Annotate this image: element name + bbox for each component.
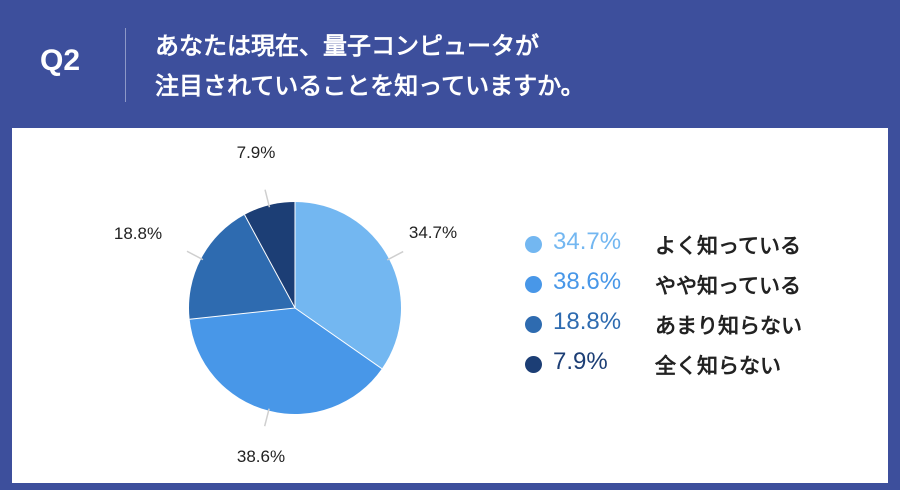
pie-slice-1 — [295, 202, 401, 369]
legend-swatch — [525, 276, 542, 293]
leader-line-2 — [263, 408, 270, 427]
legend-item-2: 38.6% やや知っている — [525, 267, 855, 307]
legend-label: やや知っている — [655, 274, 801, 298]
legend-swatch — [525, 236, 542, 253]
legend-item-3: 18.8% あまり知らない — [525, 307, 855, 347]
header-divider — [125, 28, 126, 102]
pie-slice-3 — [189, 214, 295, 320]
legend-value: 18.8% — [553, 308, 622, 335]
leader-line-1 — [386, 250, 404, 261]
legend-value: 34.7% — [553, 228, 622, 255]
data-label-4: 7.9% — [237, 143, 276, 162]
legend-item-1: 34.7% よく知っている — [525, 227, 855, 267]
legend-value: 7.9% — [553, 348, 608, 375]
pie-slice-2 — [189, 308, 382, 414]
leader-line-4 — [264, 189, 271, 208]
question-text: あなたは現在、量子コンピュータが 注目されていることを知っていますか。 — [155, 26, 855, 106]
legend-label: よく知っている — [655, 234, 801, 258]
data-label-3: 18.8% — [114, 224, 162, 243]
slice-separator-3 — [189, 307, 296, 320]
slice-separator-2 — [294, 307, 383, 370]
legend-value: 38.6% — [553, 268, 622, 295]
data-label-1: 34.7% — [409, 223, 457, 242]
chart-panel — [12, 128, 888, 483]
question-line-2: 注目されていることを知っていますか。 — [155, 72, 585, 100]
legend-swatch — [525, 356, 542, 373]
question-number: Q2 — [40, 44, 81, 77]
slice-separator-4 — [244, 214, 296, 309]
legend-swatch — [525, 316, 542, 333]
question-line-1: あなたは現在、量子コンピュータが — [155, 32, 539, 60]
pie-slice-4 — [244, 202, 295, 308]
legend-label: 全く知らない — [655, 354, 781, 378]
chart-legend: 34.7% よく知っている 38.6% やや知っている 18.8% あまり知らない 7.9%… — [525, 227, 855, 387]
legend-item-4: 7.9% 全く知らない — [525, 347, 855, 387]
legend-label: あまり知らない — [655, 314, 802, 338]
question-header: Q2 あなたは現在、量子コンピュータが 注目されていることを知っていますか。 — [0, 0, 900, 128]
leader-line-3 — [186, 250, 204, 261]
data-label-2: 38.6% — [237, 447, 285, 466]
